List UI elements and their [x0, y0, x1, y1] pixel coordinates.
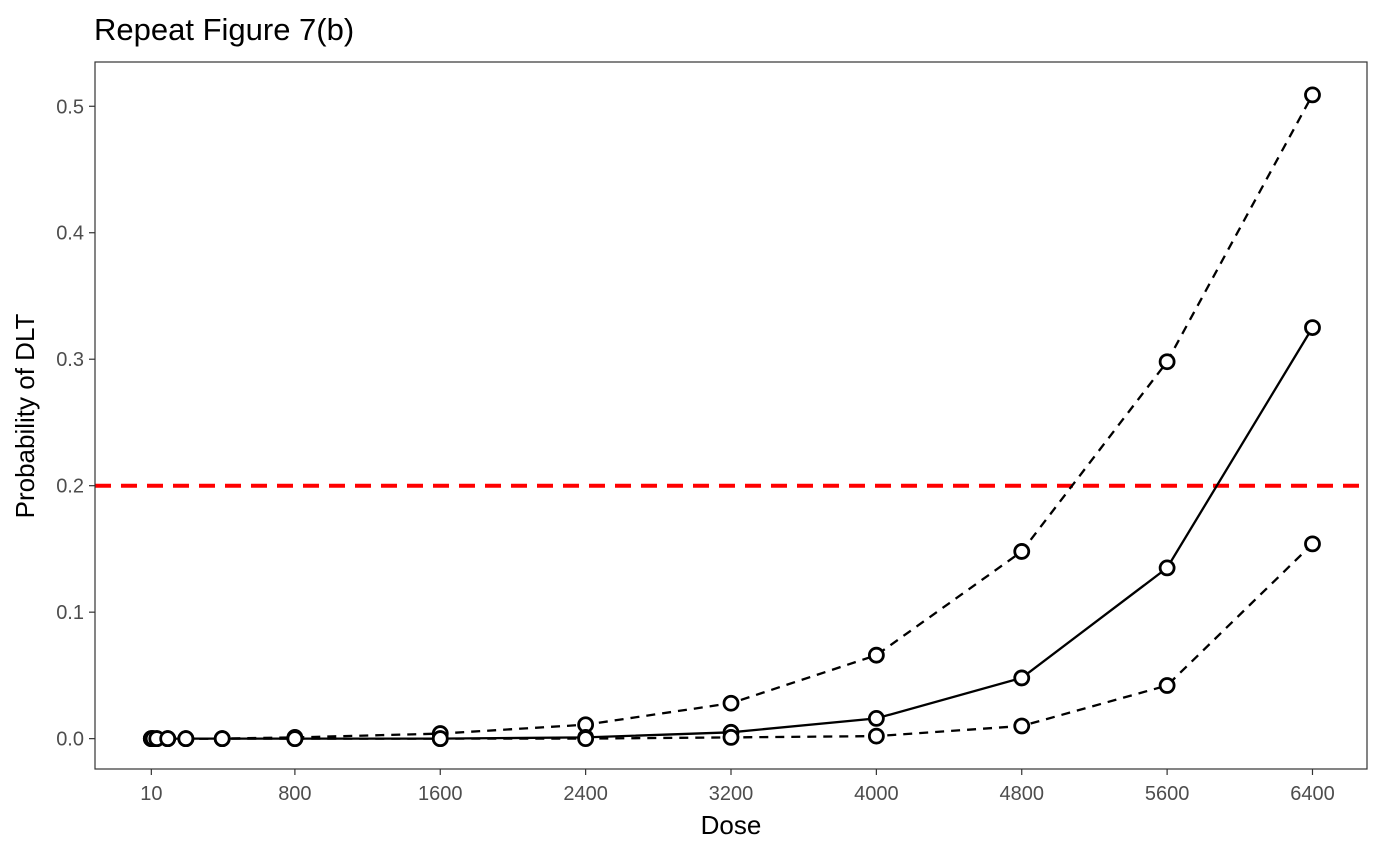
y-tick-label: 0.5	[56, 96, 84, 118]
x-axis-title: Dose	[701, 810, 762, 840]
x-tick-label: 2400	[563, 783, 608, 805]
x-tick-label: 800	[278, 783, 311, 805]
chart-title: Repeat Figure 7(b)	[94, 12, 354, 47]
x-tick-label: 10	[140, 783, 162, 805]
x-tick-label: 4000	[854, 783, 899, 805]
x-tick-label: 5600	[1145, 783, 1190, 805]
y-tick-label: 0.2	[56, 476, 84, 498]
x-tick-label: 6400	[1290, 783, 1335, 805]
data-point	[867, 646, 885, 664]
data-point	[1304, 319, 1321, 336]
data-point	[577, 730, 595, 748]
data-point	[1013, 717, 1031, 735]
data-point	[177, 730, 195, 748]
data-point	[722, 728, 740, 746]
data-point	[431, 730, 449, 748]
data-point	[213, 730, 231, 748]
x-tick-label: 1600	[418, 783, 463, 805]
data-point	[722, 694, 740, 712]
panel-background	[95, 62, 1367, 769]
x-tick-label: 4800	[999, 783, 1044, 805]
y-tick-label: 0.4	[56, 223, 84, 245]
y-tick-label: 0.1	[56, 602, 84, 624]
data-point	[1158, 559, 1176, 577]
data-point	[1013, 669, 1031, 687]
data-point	[1158, 353, 1176, 371]
y-tick-label: 0.0	[56, 729, 84, 751]
data-point	[159, 730, 177, 748]
data-point	[867, 710, 885, 727]
data-point	[286, 730, 304, 748]
data-point	[1013, 543, 1031, 560]
plot-area: 0.0 0.1 0.2 0.3 0.4 0.5 10 800 1600 2400 3200 4000 4…	[56, 61, 1368, 805]
panel-border	[94, 61, 1368, 770]
data-point	[1304, 535, 1321, 553]
data-point	[1158, 677, 1176, 694]
y-axis-title: Probability of DLT	[10, 314, 40, 519]
data-point	[1304, 86, 1321, 104]
y-tick-label: 0.3	[56, 349, 84, 371]
x-tick-label: 3200	[709, 783, 754, 805]
data-point	[867, 727, 885, 745]
